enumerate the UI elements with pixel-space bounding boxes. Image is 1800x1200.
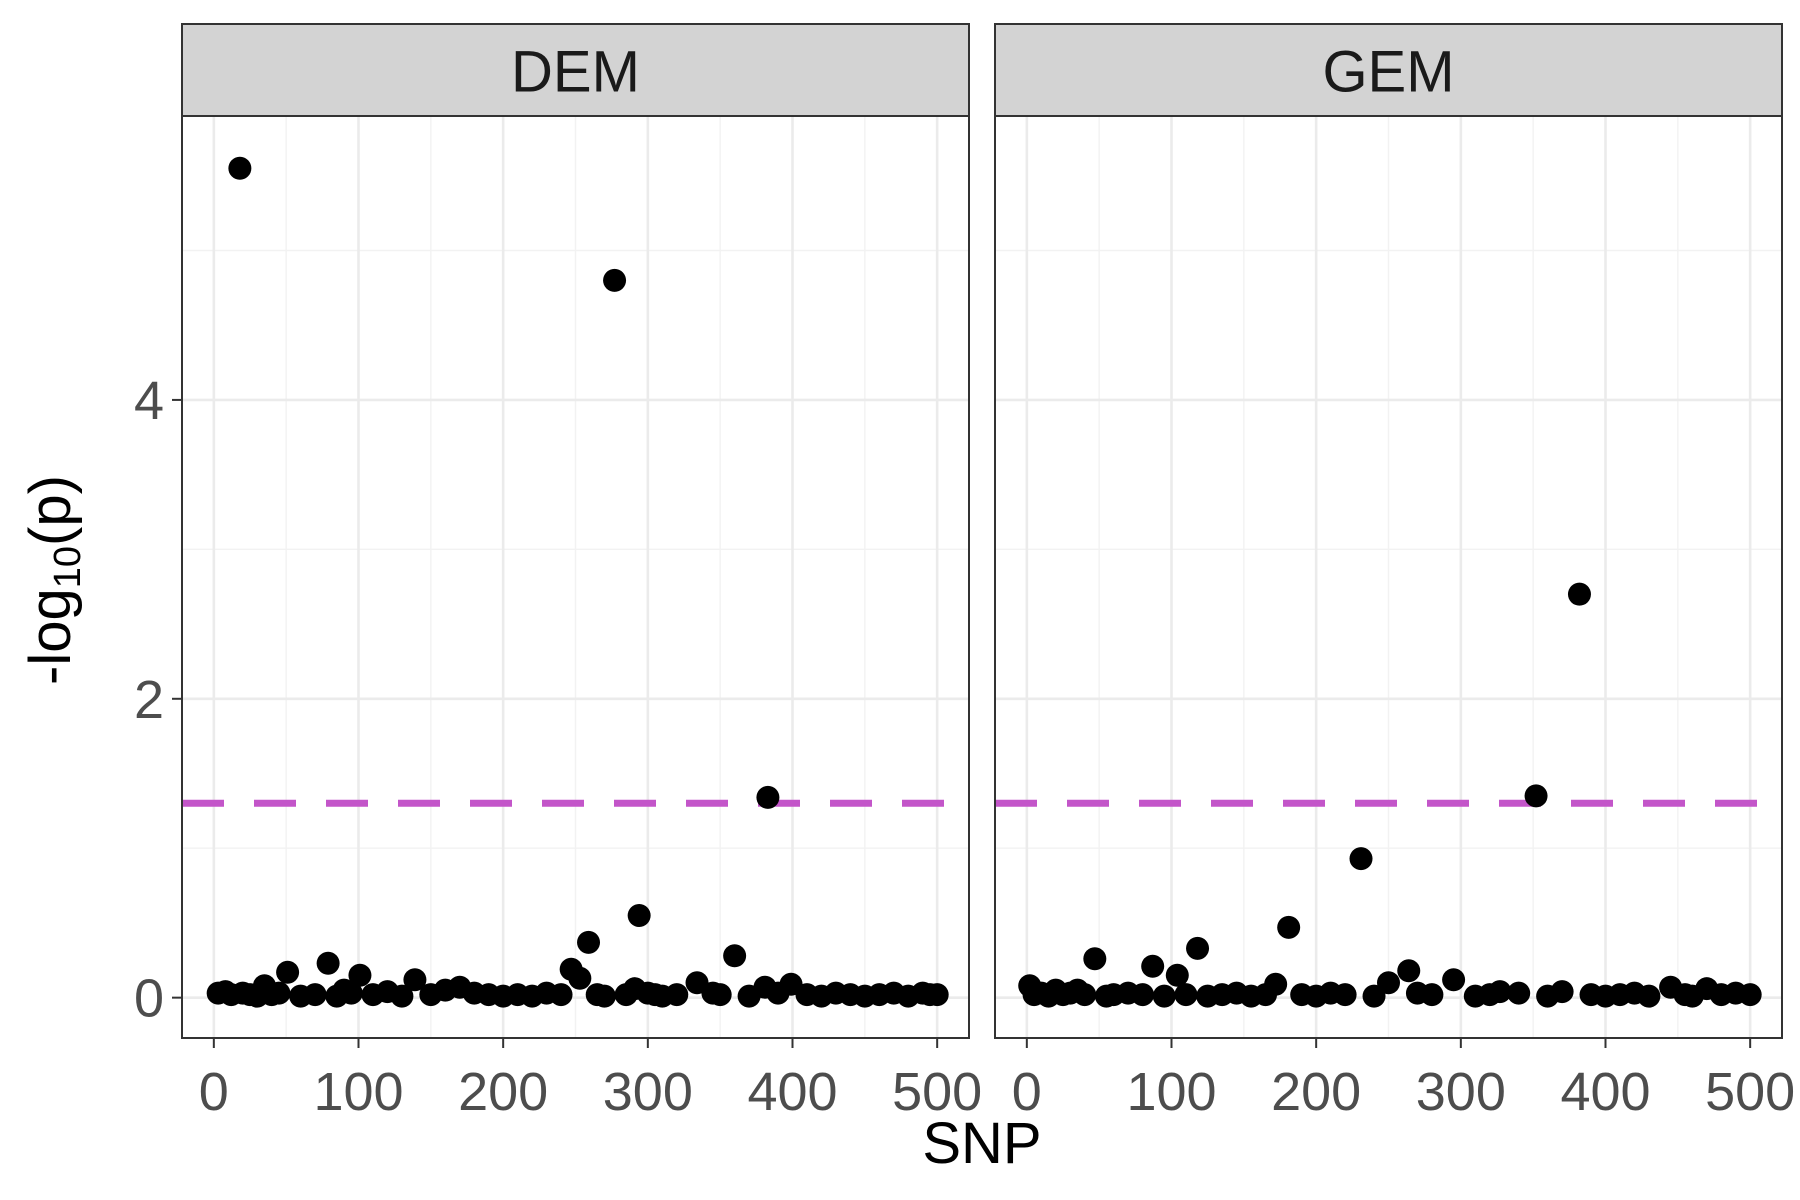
data-point: [228, 156, 252, 180]
y-axis: 0 2 4: [134, 371, 182, 1029]
data-point: [756, 785, 780, 809]
data-point: [627, 903, 651, 927]
data-point: [303, 983, 327, 1007]
x-tick-label: 100: [1126, 1062, 1216, 1122]
data-point: [665, 983, 689, 1007]
data-point: [1131, 983, 1155, 1007]
data-point: [339, 981, 363, 1005]
facet-strip: [181, 23, 970, 117]
y-axis-title-subscript: 10: [47, 546, 89, 588]
x-tick-label: 0: [199, 1062, 229, 1122]
facet-panel-dem: DEM: [181, 23, 970, 1039]
x-tick-label: 200: [1271, 1062, 1361, 1122]
data-point: [1277, 915, 1301, 939]
y-tick-label: 0: [134, 969, 164, 1029]
x-tick-label: 500: [892, 1062, 982, 1122]
x-tick-label: 100: [313, 1062, 403, 1122]
x-tick-label: 500: [1705, 1062, 1795, 1122]
facet-strip-label: DEM: [511, 40, 640, 105]
data-point: [1073, 983, 1097, 1007]
data-point: [267, 981, 291, 1005]
data-point: [1567, 582, 1591, 606]
data-point: [1536, 984, 1560, 1008]
data-point: [708, 983, 732, 1007]
data-point: [1420, 983, 1444, 1007]
x-tick-label: 0: [1012, 1062, 1042, 1122]
panel-border: [994, 115, 1783, 1039]
data-point: [1349, 847, 1373, 871]
y-tick-label: 2: [134, 670, 164, 730]
data-point: [1165, 963, 1189, 987]
data-point: [1174, 983, 1198, 1007]
data-point: [316, 951, 340, 975]
facet-strip: [994, 23, 1783, 117]
x-axis-gem: 0 100 200 300 400 500: [1012, 1038, 1795, 1122]
data-point: [1152, 984, 1176, 1008]
facet-strip-label: GEM: [1322, 40, 1454, 105]
data-point: [603, 268, 627, 292]
data-point: [1738, 983, 1762, 1007]
data-point: [568, 966, 592, 990]
x-axes: 0 100 200 300 400 500 0 100 200 300 400 500: [199, 1038, 1795, 1122]
data-point: [1141, 954, 1165, 978]
data-point: [1507, 981, 1531, 1005]
y-axis-title-prefix: -log: [18, 588, 83, 685]
data-point: [766, 981, 790, 1005]
data-point: [1637, 984, 1661, 1008]
data-point: [403, 968, 427, 992]
x-tick-label: 200: [458, 1062, 548, 1122]
y-axis-title-suffix: (p): [18, 475, 83, 546]
y-tick-label: 4: [134, 371, 164, 431]
data-point: [737, 984, 761, 1008]
facet-panels: DEM GEM: [181, 23, 1783, 1039]
x-axis-title: SNP: [922, 1111, 1041, 1176]
data-point: [276, 960, 300, 984]
data-point: [1333, 983, 1357, 1007]
x-tick-label: 300: [1416, 1062, 1506, 1122]
data-point: [1083, 947, 1107, 971]
data-point: [390, 984, 414, 1008]
panel-border: [181, 115, 970, 1039]
data-point: [925, 983, 949, 1007]
data-point: [1362, 984, 1386, 1008]
data-point: [577, 930, 601, 954]
y-axis-title: -log10(p): [18, 475, 89, 685]
data-point: [1478, 983, 1502, 1007]
data-point: [614, 983, 638, 1007]
x-tick-label: 400: [747, 1062, 837, 1122]
data-point: [1442, 968, 1466, 992]
data-point: [592, 984, 616, 1008]
data-point: [1254, 983, 1278, 1007]
x-tick-label: 400: [1560, 1062, 1650, 1122]
data-point: [1680, 984, 1704, 1008]
x-tick-label: 300: [603, 1062, 693, 1122]
data-point: [419, 983, 443, 1007]
data-point: [1186, 936, 1210, 960]
data-point: [1524, 784, 1548, 808]
data-point: [549, 983, 573, 1007]
facet-panel-gem: GEM: [994, 23, 1783, 1039]
data-point: [1377, 971, 1400, 995]
data-point: [723, 944, 747, 968]
data-point: [348, 963, 372, 987]
data-point: [1397, 959, 1421, 983]
x-axis-dem: 0 100 200 300 400 500: [199, 1038, 982, 1122]
